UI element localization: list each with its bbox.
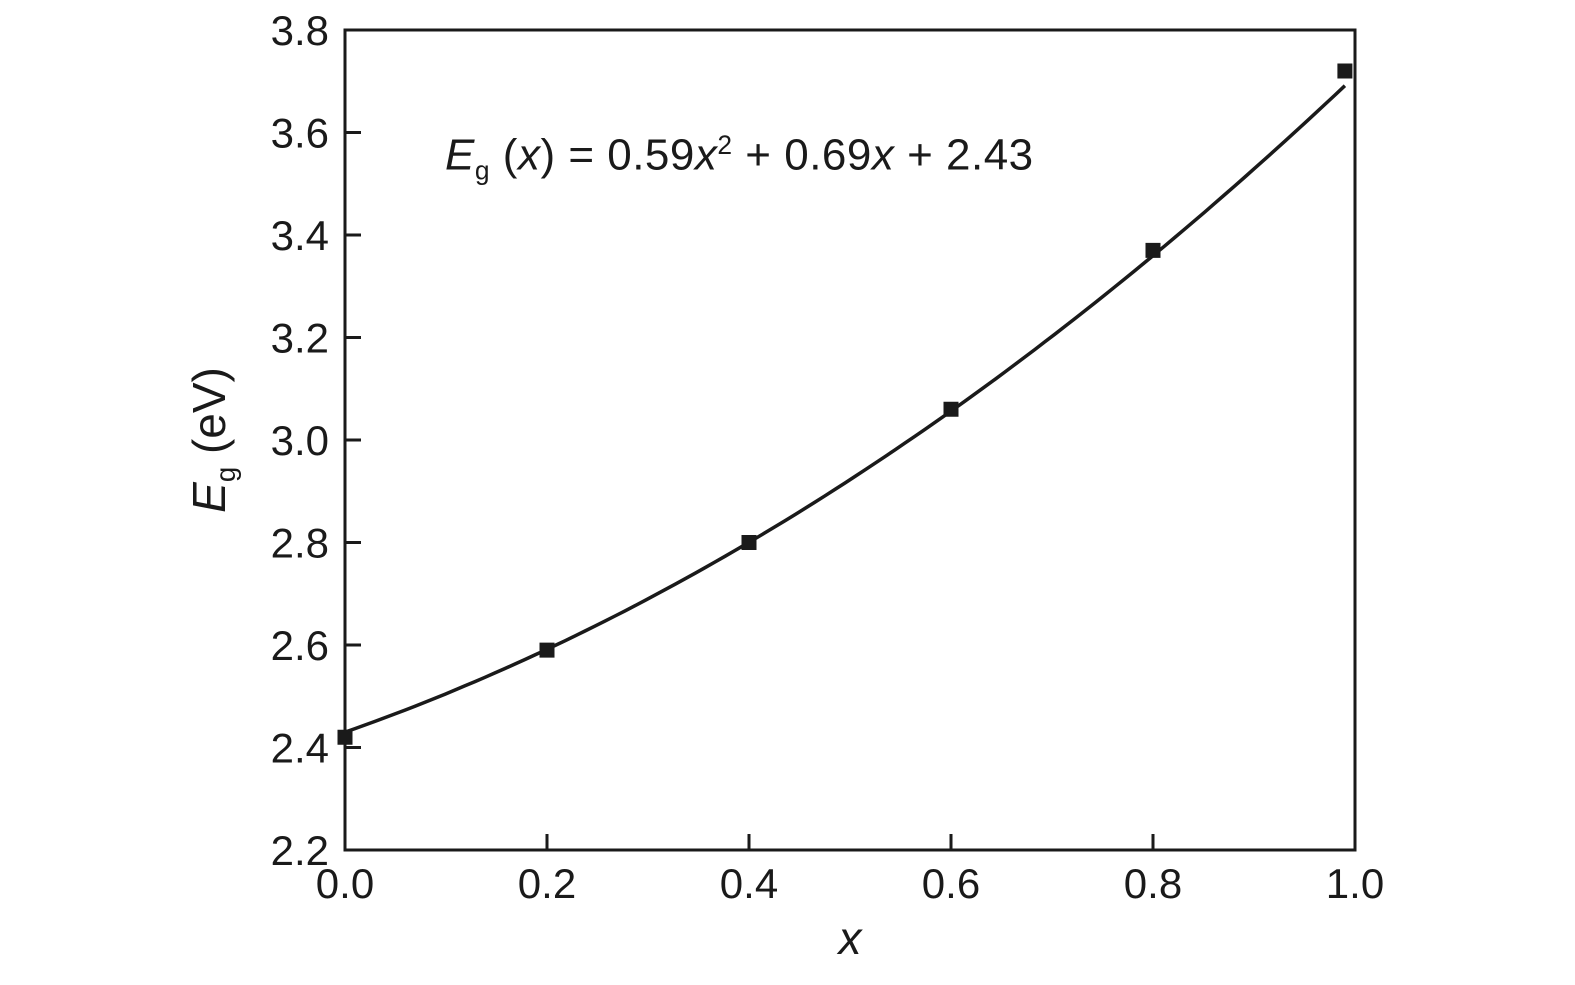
data-point-marker bbox=[943, 401, 959, 417]
y-axis-title: Eg (eV) bbox=[182, 367, 242, 513]
y-tick-label: 3.2 bbox=[271, 315, 329, 362]
equation-plus-1: + bbox=[732, 130, 785, 180]
equation-exponent: 2 bbox=[717, 130, 733, 160]
y-tick-label: 3.8 bbox=[271, 7, 329, 54]
x-tick-label: 1.0 bbox=[1326, 860, 1384, 907]
equation-constant: 2.43 bbox=[946, 130, 1034, 180]
x-axis-title: x bbox=[838, 912, 862, 964]
y-axis-var-E: E bbox=[182, 482, 235, 513]
y-tick-label: 2.6 bbox=[271, 622, 329, 669]
fit-equation: Eg (x) = 0.59x2 + 0.69x + 2.43 bbox=[445, 130, 1034, 186]
x-tick-label: 0.8 bbox=[1124, 860, 1182, 907]
equation-x-linear-var: x bbox=[871, 130, 895, 180]
y-tick-label: 2.2 bbox=[271, 827, 329, 874]
equation-coef-2: 0.69 bbox=[784, 130, 872, 180]
equation-sub-g: g bbox=[474, 155, 491, 186]
y-axis-sub-g: g bbox=[210, 466, 242, 483]
data-point-marker bbox=[1145, 242, 1161, 258]
data-point-marker bbox=[539, 642, 555, 658]
equation-x-squared-var: x bbox=[694, 130, 718, 180]
x-tick-label: 0.0 bbox=[316, 860, 374, 907]
equation-coef-1: 0.59 bbox=[607, 130, 695, 180]
data-point-marker bbox=[741, 535, 757, 550]
y-tick-label: 3.6 bbox=[271, 110, 329, 157]
y-tick-label: 2.8 bbox=[271, 520, 329, 567]
y-axis-units: (eV) bbox=[182, 367, 235, 467]
x-tick-label: 0.2 bbox=[518, 860, 576, 907]
equation-arg-x: x bbox=[517, 130, 541, 180]
equation-equals: ) = bbox=[540, 130, 608, 180]
x-tick-label: 0.6 bbox=[922, 860, 980, 907]
equation-open-paren: ( bbox=[490, 130, 518, 180]
equation-var-E: E bbox=[445, 130, 475, 180]
data-point-marker bbox=[1337, 63, 1353, 79]
y-tick-label: 2.4 bbox=[271, 725, 329, 772]
y-tick-label: 3.0 bbox=[271, 417, 329, 464]
equation-plus-2: + bbox=[894, 130, 947, 180]
y-tick-label: 3.4 bbox=[271, 212, 329, 259]
x-tick-label: 0.4 bbox=[720, 860, 778, 907]
data-point-marker bbox=[337, 729, 353, 745]
fit-curve bbox=[344, 84, 1347, 734]
